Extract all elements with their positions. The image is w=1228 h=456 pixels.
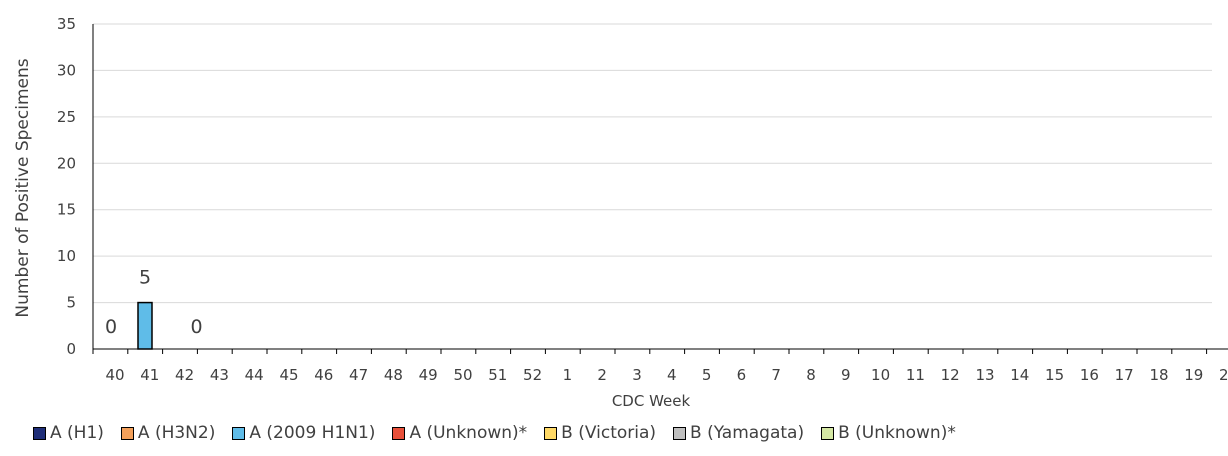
x-tick-label: 2 — [597, 366, 607, 384]
y-tick-label: 30 — [57, 61, 76, 79]
y-tick-label: 15 — [57, 201, 76, 219]
x-tick-label: 44 — [245, 366, 264, 384]
x-tick-label: 40 — [105, 366, 124, 384]
legend: A (H1) A (H3N2) A (2009 H1N1) A (Unknown… — [33, 420, 973, 446]
x-tick-label: 8 — [806, 366, 816, 384]
x-tick-label: 45 — [279, 366, 298, 384]
y-tick-label: 20 — [57, 154, 76, 172]
y-tick-label: 5 — [66, 294, 76, 312]
legend-label: B (Yamagata) — [690, 423, 805, 443]
x-tick-label: 4 — [667, 366, 677, 384]
x-tick-label: 10 — [871, 366, 890, 384]
x-tick-label: 41 — [140, 366, 159, 384]
legend-label: A (Unknown)* — [409, 423, 528, 443]
data-label: 0 — [105, 316, 117, 338]
x-tick-label: 5 — [702, 366, 712, 384]
legend-swatch — [392, 426, 406, 440]
x-tick-label: 52 — [523, 366, 542, 384]
legend-swatch — [120, 426, 134, 440]
legend-label: B (Unknown)* — [838, 423, 956, 443]
legend-label: A (2009 H1N1) — [249, 423, 376, 443]
x-tick-label: 9 — [841, 366, 851, 384]
legend-swatch — [673, 426, 687, 440]
y-tick-label: 25 — [57, 108, 76, 126]
x-tick-label: 13 — [975, 366, 994, 384]
legend-swatch — [544, 426, 558, 440]
legend-item: B (Victoria) — [544, 423, 656, 443]
legend-label: A (H1) — [50, 423, 104, 443]
legend-swatch — [33, 426, 46, 440]
legend-item: B (Yamagata) — [673, 423, 804, 443]
x-tick-label: 14 — [1010, 366, 1029, 384]
x-tick-label: 50 — [453, 366, 472, 384]
legend-item: A (Unknown)* — [392, 423, 527, 443]
x-tick-label: 18 — [1149, 366, 1168, 384]
x-tick-label: 12 — [941, 366, 960, 384]
legend-item: A (H3N2) — [120, 423, 216, 443]
x-tick-label: 19 — [1184, 366, 1203, 384]
x-tick-label: 16 — [1080, 366, 1099, 384]
x-tick-label: 47 — [349, 366, 368, 384]
data-label: 0 — [191, 316, 203, 338]
bars — [137, 301, 153, 350]
data-labels: 0 5 0 — [105, 267, 203, 338]
gridlines — [93, 23, 1212, 304]
data-label: 5 — [139, 267, 151, 289]
x-tick-label: 42 — [175, 366, 194, 384]
x-tick-label: 20 — [1219, 366, 1228, 384]
x-tick-label: 51 — [488, 366, 507, 384]
x-tick-label: 7 — [771, 366, 781, 384]
y-tick-label: 0 — [66, 340, 76, 358]
x-tick-label: 46 — [314, 366, 333, 384]
legend-item: B (Unknown)* — [821, 423, 956, 443]
x-tick-label: 1 — [563, 366, 573, 384]
x-tick-label: 15 — [1045, 366, 1064, 384]
x-tick-label: 17 — [1115, 366, 1134, 384]
x-tick-label: 3 — [632, 366, 642, 384]
y-axis-ticks: 0 5 10 15 20 25 30 35 — [57, 15, 76, 358]
x-tick-label: 43 — [210, 366, 229, 384]
x-axis: 40 41 42 43 44 45 46 47 48 49 50 51 52 1 2 3 4 5 6 7 8 9 10 11 1… — [92, 24, 1228, 384]
x-tick-label: 6 — [737, 366, 747, 384]
y-tick-label: 10 — [57, 247, 76, 265]
x-tick-label: 11 — [906, 366, 925, 384]
y-axis-title: Number of Positive Specimens — [13, 58, 33, 318]
legend-swatch — [232, 426, 246, 440]
legend-item: A (2009 H1N1) — [232, 423, 375, 443]
legend-swatch — [821, 426, 835, 440]
y-tick-label: 35 — [57, 15, 76, 33]
x-tick-label: 48 — [384, 366, 403, 384]
x-axis-title: CDC Week — [611, 392, 691, 410]
legend-label: A (H3N2) — [137, 423, 216, 443]
legend-item: A (H1) — [33, 423, 104, 443]
bar — [137, 301, 153, 350]
x-tick-label: 49 — [419, 366, 438, 384]
legend-label: B (Victoria) — [561, 423, 657, 443]
